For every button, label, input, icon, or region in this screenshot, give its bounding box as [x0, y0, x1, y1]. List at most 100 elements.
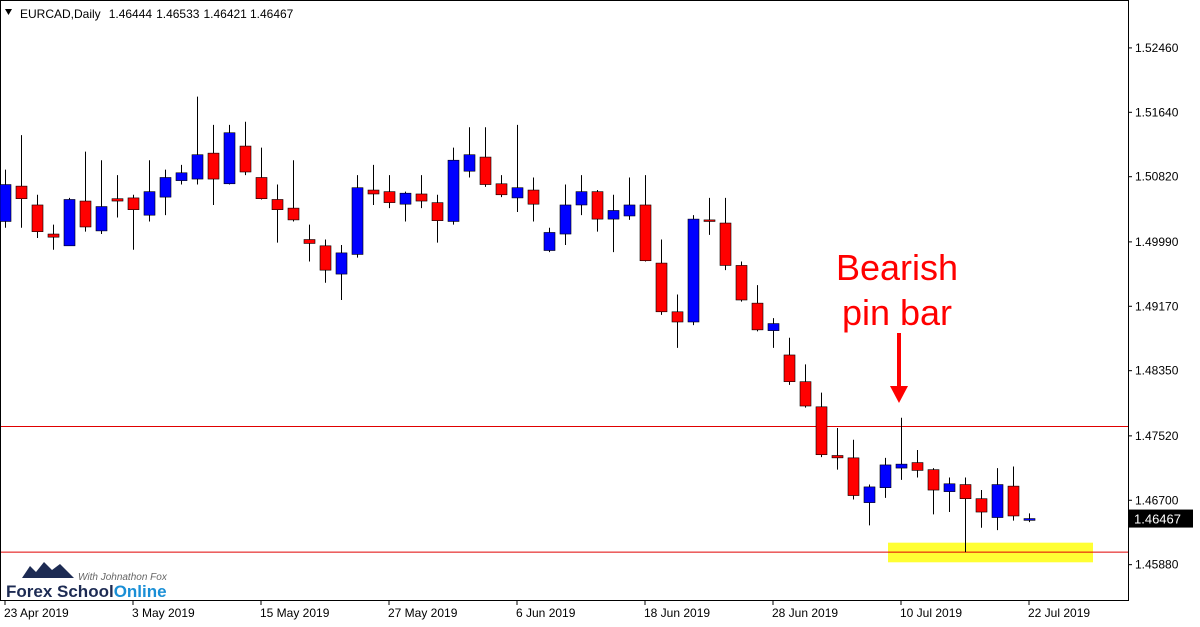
candle-body [191, 154, 204, 180]
candle-body [223, 132, 236, 185]
candle-body [815, 406, 828, 456]
x-tick-label: 23 Apr 2019 [4, 606, 69, 620]
candle-body [303, 239, 316, 244]
y-tick-label: 1.45880 [1135, 558, 1179, 572]
candle-body [127, 197, 140, 210]
price-label: 1.46467 [1134, 512, 1181, 527]
annotation-text: Bearish [836, 247, 958, 288]
candle-body [111, 198, 124, 202]
candle-body [975, 498, 988, 513]
x-tick-label: 6 Jun 2019 [516, 606, 576, 620]
header-low: 1.46421 [203, 7, 247, 21]
candle-body [639, 204, 652, 262]
candle-body [607, 210, 620, 220]
candle-body [687, 218, 700, 323]
y-tick-label: 1.48350 [1135, 364, 1179, 378]
candle-body [671, 311, 684, 323]
watermark: With Johnathon Fox Forex SchoolOnline [6, 562, 168, 601]
candle-body [703, 219, 716, 222]
candle-body [879, 464, 892, 488]
chart-header: EURCAD,Daily 1.46444 1.46533 1.46421 1.46467 [20, 7, 294, 21]
header-close: 1.46467 [250, 7, 294, 21]
candle-body [831, 455, 844, 459]
price-box [1128, 509, 1193, 528]
candle-body [271, 199, 284, 210]
candle-body [751, 302, 764, 331]
candle-body [479, 156, 492, 185]
candle-body [943, 483, 956, 492]
candle-body [495, 183, 508, 196]
candle-body [799, 381, 812, 407]
candle-body [1023, 518, 1036, 521]
candle-body [575, 191, 588, 206]
y-tick-label: 1.50820 [1135, 170, 1179, 184]
candle-body [335, 252, 348, 275]
candle-body [79, 200, 92, 228]
menu-triangle [5, 9, 12, 15]
candle-body [31, 204, 44, 232]
x-tick-label: 15 May 2019 [260, 606, 330, 620]
candle-body [207, 152, 220, 180]
x-tick-label: 18 Jun 2019 [644, 606, 710, 620]
x-tick-label: 27 May 2019 [388, 606, 458, 620]
candle-body [767, 323, 780, 331]
candle-body [95, 206, 108, 232]
x-tick-label: 10 Jul 2019 [900, 606, 962, 620]
candle-body [239, 145, 252, 173]
candle-body [623, 204, 636, 217]
symbol: EURCAD,Daily [20, 7, 101, 21]
candle-body [1007, 485, 1020, 517]
y-tick-label: 1.49170 [1135, 299, 1179, 313]
y-tick-label: 1.47520 [1135, 429, 1179, 443]
header-high: 1.46533 [156, 7, 200, 21]
candle-body [367, 189, 380, 195]
candle-body [15, 185, 28, 199]
header-open: 1.46444 [109, 7, 153, 21]
candle-body [559, 204, 572, 235]
x-tick-label: 22 Jul 2019 [1028, 606, 1090, 620]
candle-body [735, 265, 748, 301]
candle-body [463, 154, 476, 172]
y-tick-label: 1.46700 [1135, 493, 1179, 507]
candle-body [991, 484, 1004, 518]
annotation-text: pin bar [842, 292, 952, 333]
x-tick-label: 3 May 2019 [132, 606, 195, 620]
candle-body [431, 202, 444, 221]
candle-body [655, 262, 668, 313]
candle-body [159, 177, 172, 198]
brand-part: Forex School [6, 582, 114, 601]
plot-frame [0, 0, 1129, 601]
candle-body [415, 193, 428, 202]
candle-body [959, 484, 972, 499]
candle-body [383, 191, 396, 203]
y-tick-label: 1.49990 [1135, 235, 1179, 249]
y-tick-label: 1.52460 [1135, 41, 1179, 55]
candle-body [863, 486, 876, 503]
brand-part: Online [114, 582, 167, 601]
candle-body [927, 469, 940, 491]
candle-body [719, 222, 732, 266]
candle-body [319, 245, 332, 271]
candle-body [511, 187, 524, 199]
candle-body [351, 187, 364, 255]
candle-body [255, 177, 268, 199]
y-tick-label: 1.51640 [1135, 105, 1179, 119]
candle-body [543, 232, 556, 251]
candle-body [783, 354, 796, 382]
candle-body [47, 233, 60, 238]
x-tick-label: 28 Jun 2019 [772, 606, 838, 620]
candle-body [287, 207, 300, 221]
brand: Forex SchoolOnline [6, 582, 167, 601]
tagline: With Johnathon Fox [78, 572, 168, 583]
candle-body [143, 191, 156, 216]
logo-shape [22, 562, 74, 578]
candle-body [527, 189, 540, 205]
candle-body [591, 191, 604, 220]
candle-body [399, 192, 412, 205]
candle-body [63, 199, 76, 247]
candle-body [447, 159, 460, 222]
candle-body [847, 457, 860, 496]
candle-body [0, 184, 12, 222]
